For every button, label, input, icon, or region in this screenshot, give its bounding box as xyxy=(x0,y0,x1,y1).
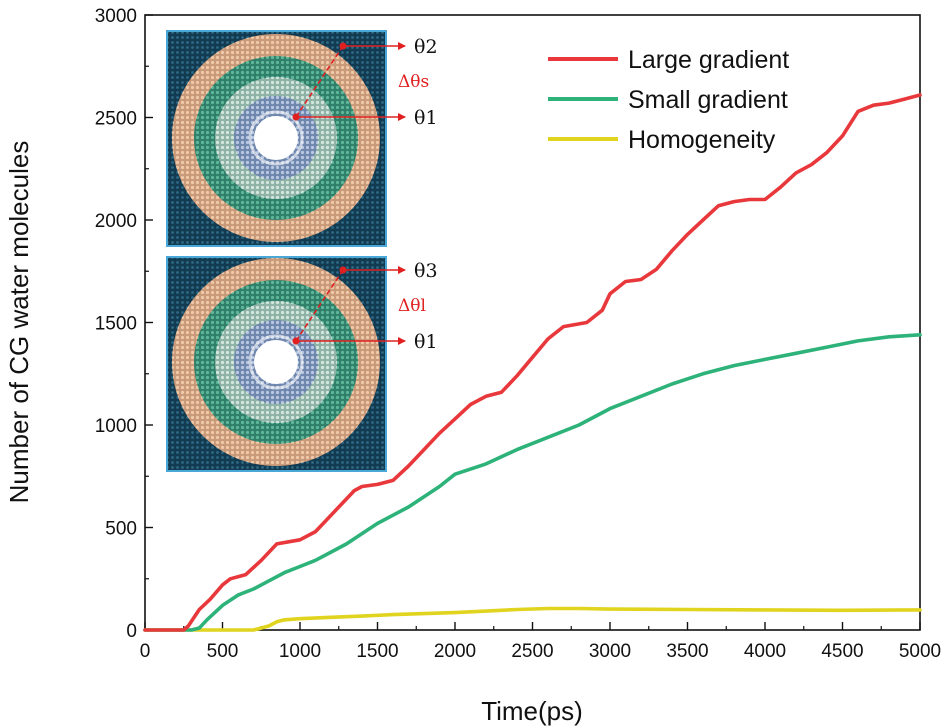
gradient-dashed-line xyxy=(295,269,344,342)
y-tick-label: 2000 xyxy=(95,211,137,232)
legend-label-homogeneity: Homogeneity xyxy=(628,126,776,154)
x-axis-title: Time(ps) xyxy=(481,696,583,726)
legend: Large gradient Small gradient Homogeneit… xyxy=(548,46,789,154)
inset-small-gradient-model: θ3 Δθl θ1 xyxy=(166,256,438,472)
series-lines xyxy=(143,93,922,632)
legend-label-large-gradient: Large gradient xyxy=(628,46,789,74)
y-tick-label: 2500 xyxy=(95,109,137,130)
x-tick-label: 4000 xyxy=(744,641,786,662)
x-tick-label: 1500 xyxy=(356,641,398,662)
y-tick-labels: 0 500 1000 1500 2000 2500 3000 xyxy=(95,6,137,642)
x-tick-label: 1000 xyxy=(279,641,321,662)
gradient-dashed-line xyxy=(295,45,344,118)
y-tick-label: 1500 xyxy=(95,314,137,335)
y-tick-label: 1000 xyxy=(95,416,137,437)
delta-theta-label: Δθl xyxy=(398,296,426,316)
y-tick-label: 500 xyxy=(105,519,137,540)
theta-outer-label: θ2 xyxy=(414,36,438,58)
x-tick-label: 5000 xyxy=(899,641,941,662)
theta-outer-label: θ3 xyxy=(414,260,438,282)
x-tick-label: 500 xyxy=(207,641,239,662)
x-tick-label: 4500 xyxy=(821,641,863,662)
x-tick-label: 0 xyxy=(140,641,151,662)
theta-inner-label: θ1 xyxy=(414,331,438,353)
series-line-small-gradient xyxy=(143,332,922,632)
inset-pore-glow xyxy=(248,334,304,390)
inset-pore-glow xyxy=(248,110,304,166)
x-tick-labels: 0 500 1000 1500 2000 2500 3000 3500 4000 4500 5000 xyxy=(140,641,941,662)
legend-label-small-gradient: Small gradient xyxy=(628,86,788,114)
y-axis-title: Number of CG water molecules xyxy=(4,141,34,504)
y-tick-label: 0 xyxy=(126,621,137,642)
inset-pore xyxy=(254,116,298,160)
delta-theta-label: Δθs xyxy=(398,72,429,92)
theta-inner-label: θ1 xyxy=(414,107,438,129)
series-line-large-gradient xyxy=(143,93,922,632)
x-tick-label: 3500 xyxy=(666,641,708,662)
inset-pore xyxy=(254,340,298,384)
x-tick-label: 3000 xyxy=(589,641,631,662)
series-line-homogeneity xyxy=(143,606,922,632)
x-tick-label: 2000 xyxy=(434,641,476,662)
inset-large-gradient-model: θ2 Δθs θ1 xyxy=(166,30,438,247)
y-tick-label: 3000 xyxy=(95,6,137,27)
x-tick-label: 2500 xyxy=(511,641,553,662)
